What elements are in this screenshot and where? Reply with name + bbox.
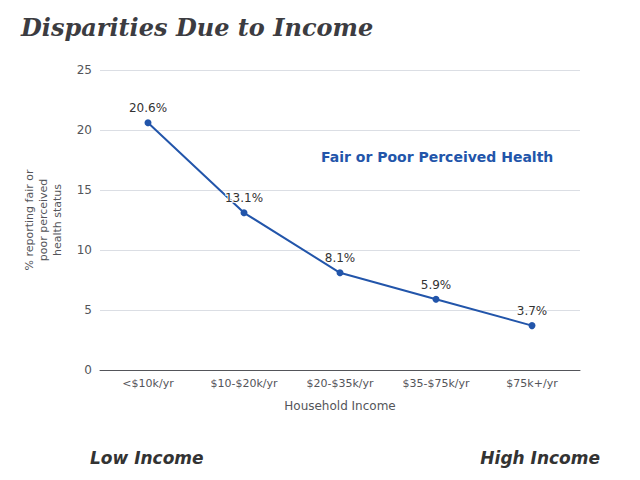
svg-text:25: 25 — [77, 63, 92, 77]
svg-text:$10-$20k/yr: $10-$20k/yr — [210, 377, 278, 390]
svg-text:5.9%: 5.9% — [421, 278, 452, 292]
svg-text:$20-$35k/yr: $20-$35k/yr — [306, 377, 374, 390]
svg-text:8.1%: 8.1% — [325, 251, 356, 265]
svg-text:health status: health status — [51, 184, 64, 256]
svg-text:0: 0 — [84, 363, 92, 377]
svg-text:<$10k/yr: <$10k/yr — [122, 377, 174, 390]
svg-text:% reporting fair or: % reporting fair or — [23, 169, 36, 270]
svg-text:3.7%: 3.7% — [517, 304, 548, 318]
svg-text:Fair or Poor Perceived Health: Fair or Poor Perceived Health — [321, 149, 553, 165]
svg-text:10: 10 — [77, 243, 92, 257]
svg-text:High Income: High Income — [480, 448, 600, 468]
svg-text:20: 20 — [77, 123, 92, 137]
svg-text:poor perceived: poor perceived — [37, 179, 50, 262]
svg-text:Low Income: Low Income — [90, 448, 204, 468]
svg-text:$35-$75k/yr: $35-$75k/yr — [402, 377, 470, 390]
svg-text:13.1%: 13.1% — [225, 191, 263, 205]
svg-text:Disparities Due to Income: Disparities Due to Income — [20, 13, 373, 42]
svg-text:$75k+/yr: $75k+/yr — [506, 377, 558, 390]
svg-text:5: 5 — [84, 303, 92, 317]
svg-text:Household Income: Household Income — [284, 399, 395, 413]
svg-text:20.6%: 20.6% — [129, 101, 167, 115]
svg-text:15: 15 — [77, 183, 92, 197]
